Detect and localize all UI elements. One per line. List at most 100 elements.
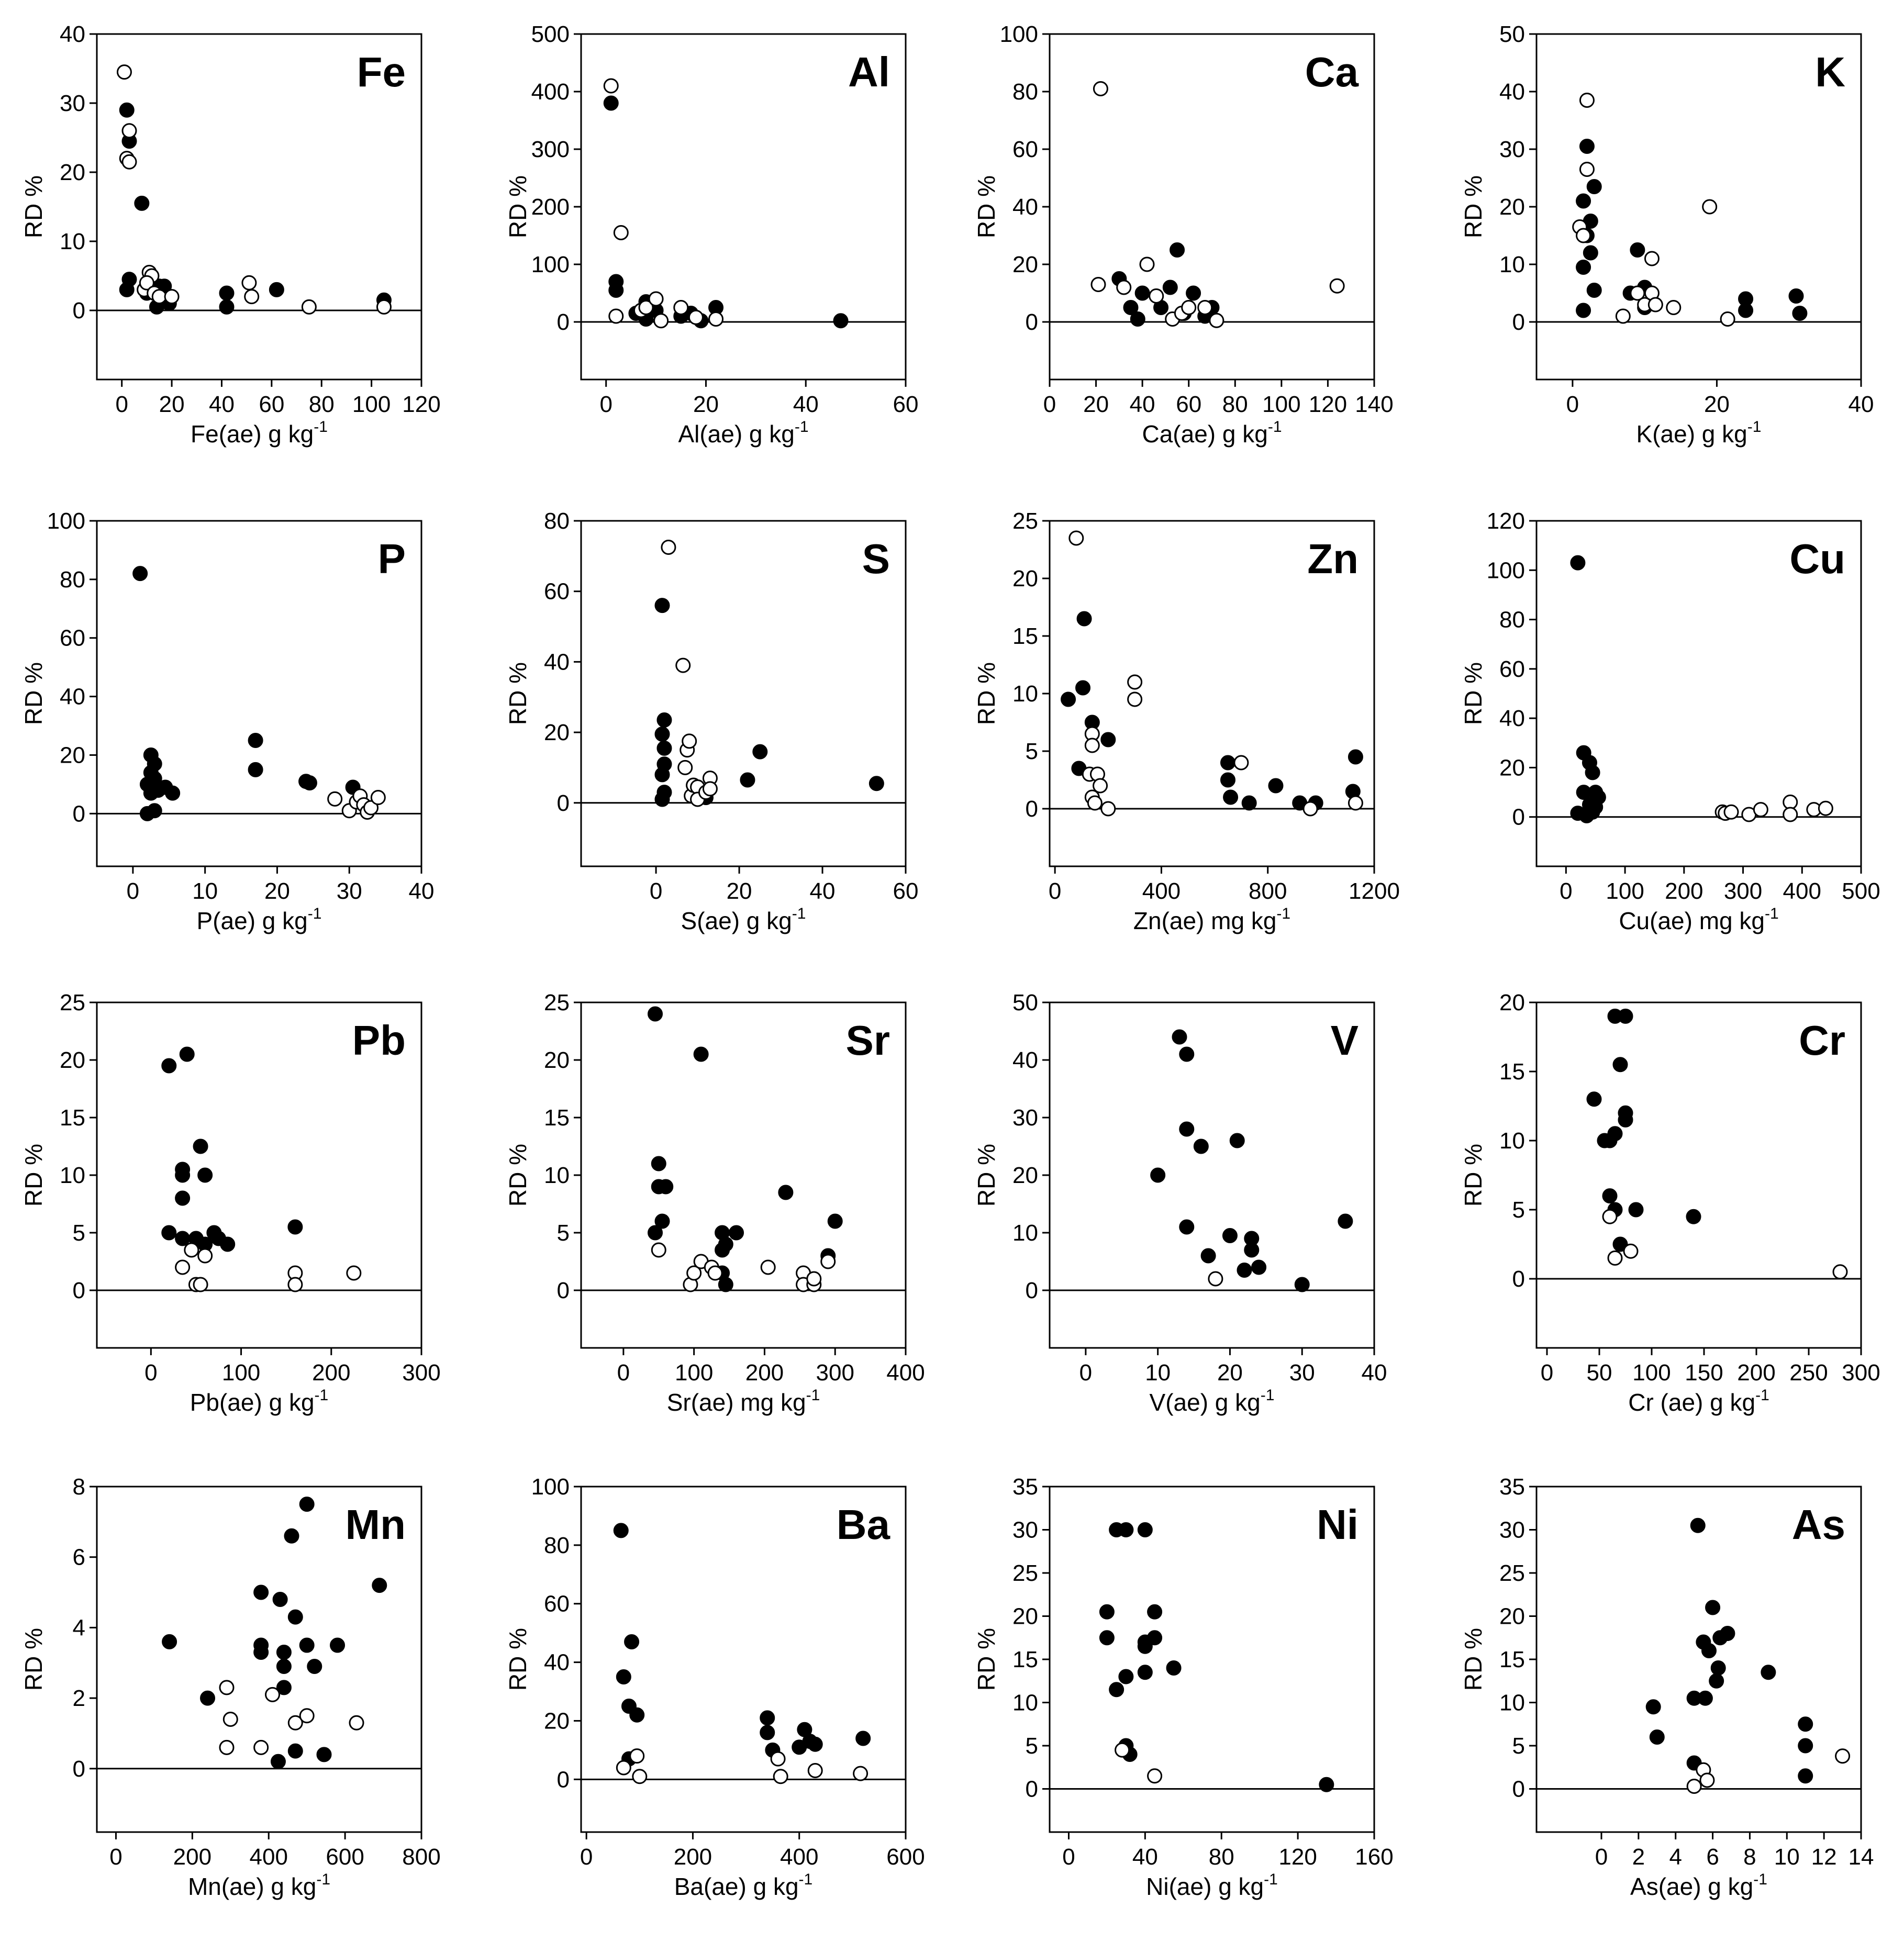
point-filled <box>1738 303 1754 318</box>
point-filled <box>175 1231 191 1246</box>
point-filled <box>1798 1738 1813 1754</box>
y-tick-label: 30 <box>1499 1517 1525 1543</box>
point-filled <box>855 1731 871 1746</box>
point-filled <box>119 282 135 297</box>
element-label: Al <box>848 49 890 95</box>
y-tick-label: 10 <box>60 1163 85 1188</box>
point-filled <box>302 775 317 791</box>
y-tick-label: 5 <box>1026 739 1038 764</box>
y-tick-label: 100 <box>47 508 85 534</box>
point-open <box>1100 801 1116 817</box>
point-filled <box>718 1277 733 1292</box>
y-tick-label: 0 <box>557 1278 570 1303</box>
element-label: P <box>378 535 406 582</box>
point-open <box>1602 1209 1618 1224</box>
x-tick-label: 0 <box>1566 392 1579 417</box>
y-tick-label: 30 <box>1012 1105 1038 1131</box>
panel-k: 0 10 20 30 40 50 0 20 40 RD % K(ae) g kg-1 K <box>1460 21 1874 448</box>
x-axis-label: K(ae) g kg-1 <box>1636 418 1762 448</box>
y-tick-label: 20 <box>1499 755 1525 780</box>
point-filled <box>1118 1669 1134 1684</box>
element-label: Zn <box>1307 535 1359 582</box>
x-tick-label: 60 <box>1176 392 1201 417</box>
x-tick-label: 4 <box>1669 1844 1682 1870</box>
x-tick-label: 100 <box>352 392 391 417</box>
point-filled <box>1579 139 1595 154</box>
point-open <box>677 760 693 775</box>
x-axis-label-exponent: -1 <box>1747 418 1762 436</box>
x-tick-label: 1200 <box>1349 878 1400 904</box>
point-open <box>653 313 669 329</box>
point-open <box>219 1680 235 1695</box>
point-filled <box>1268 778 1284 794</box>
x-tick-label: 10 <box>1774 1844 1800 1870</box>
x-tick-label: 0 <box>1043 392 1056 417</box>
panel-fe: 0 10 20 30 40 0 20 40 60 80 100 120 RD % Fe(ae) g kg-… <box>20 21 441 448</box>
x-tick-label: 800 <box>402 1844 440 1870</box>
point-filled <box>1576 260 1591 275</box>
point-filled <box>1697 1690 1713 1706</box>
y-tick-label: 8 <box>73 1474 85 1500</box>
x-tick-label: 60 <box>893 878 919 904</box>
y-tick-label: 35 <box>1012 1474 1038 1500</box>
x-axis-label: Sr(ae) mg kg-1 <box>667 1387 820 1416</box>
point-filled <box>1319 1777 1334 1792</box>
y-tick-label: 15 <box>1499 1647 1525 1672</box>
point-filled <box>330 1637 346 1653</box>
point-filled <box>1338 1213 1353 1229</box>
point-filled <box>1147 1604 1163 1620</box>
y-tick-label: 300 <box>531 137 570 162</box>
point-filled <box>1628 1202 1644 1218</box>
x-tick-label: 100 <box>1632 1360 1671 1386</box>
x-axis-label: Fe(ae) g kg-1 <box>191 418 328 448</box>
x-tick-label: 120 <box>402 392 440 417</box>
point-filled <box>740 772 755 788</box>
point-open <box>1835 1748 1851 1764</box>
point-open <box>121 123 137 139</box>
y-tick-label: 100 <box>531 252 570 277</box>
y-tick-label: 200 <box>531 194 570 220</box>
point-filled <box>119 102 135 118</box>
point-filled <box>316 1747 332 1762</box>
point-open <box>675 657 691 673</box>
x-tick-label: 200 <box>674 1844 712 1870</box>
x-tick-label: 40 <box>810 878 836 904</box>
point-open <box>1181 300 1197 315</box>
y-tick-label: 0 <box>557 790 570 816</box>
point-open <box>1139 256 1155 272</box>
point-open <box>1666 300 1682 315</box>
point-filled <box>1200 1248 1216 1264</box>
y-tick-label: 0 <box>73 1756 85 1782</box>
x-axis-label: Ba(ae) g kg-1 <box>674 1871 812 1900</box>
y-axis-label: RD % <box>20 1628 47 1691</box>
point-filled <box>179 1046 195 1062</box>
y-tick-label: 100 <box>1487 557 1525 583</box>
point-filled <box>603 95 619 111</box>
element-label: S <box>862 535 890 582</box>
x-axis-label: As(ae) g kg-1 <box>1630 1871 1767 1900</box>
point-open <box>287 1715 303 1731</box>
y-axis-label: RD % <box>1460 662 1487 725</box>
point-open <box>139 275 154 291</box>
point-filled <box>1602 1188 1618 1204</box>
plot-frame <box>96 33 422 381</box>
y-tick-label: 0 <box>1026 309 1038 335</box>
point-filled <box>1229 1133 1245 1148</box>
x-tick-label: 10 <box>192 878 218 904</box>
element-label: Fe <box>357 49 406 95</box>
point-open <box>376 299 392 315</box>
x-tick-label: 0 <box>650 878 662 904</box>
point-open <box>820 1254 836 1269</box>
x-tick-label: 800 <box>1249 878 1287 904</box>
x-tick-label: 20 <box>1704 392 1730 417</box>
y-tick-label: 0 <box>1512 805 1525 830</box>
point-filled <box>1179 1046 1195 1062</box>
point-filled <box>624 1634 640 1649</box>
x-tick-label: 20 <box>1083 392 1109 417</box>
x-tick-label: 20 <box>1217 1360 1243 1386</box>
x-tick-label: 250 <box>1789 1360 1828 1386</box>
point-open <box>1630 285 1645 301</box>
point-open <box>682 733 697 749</box>
